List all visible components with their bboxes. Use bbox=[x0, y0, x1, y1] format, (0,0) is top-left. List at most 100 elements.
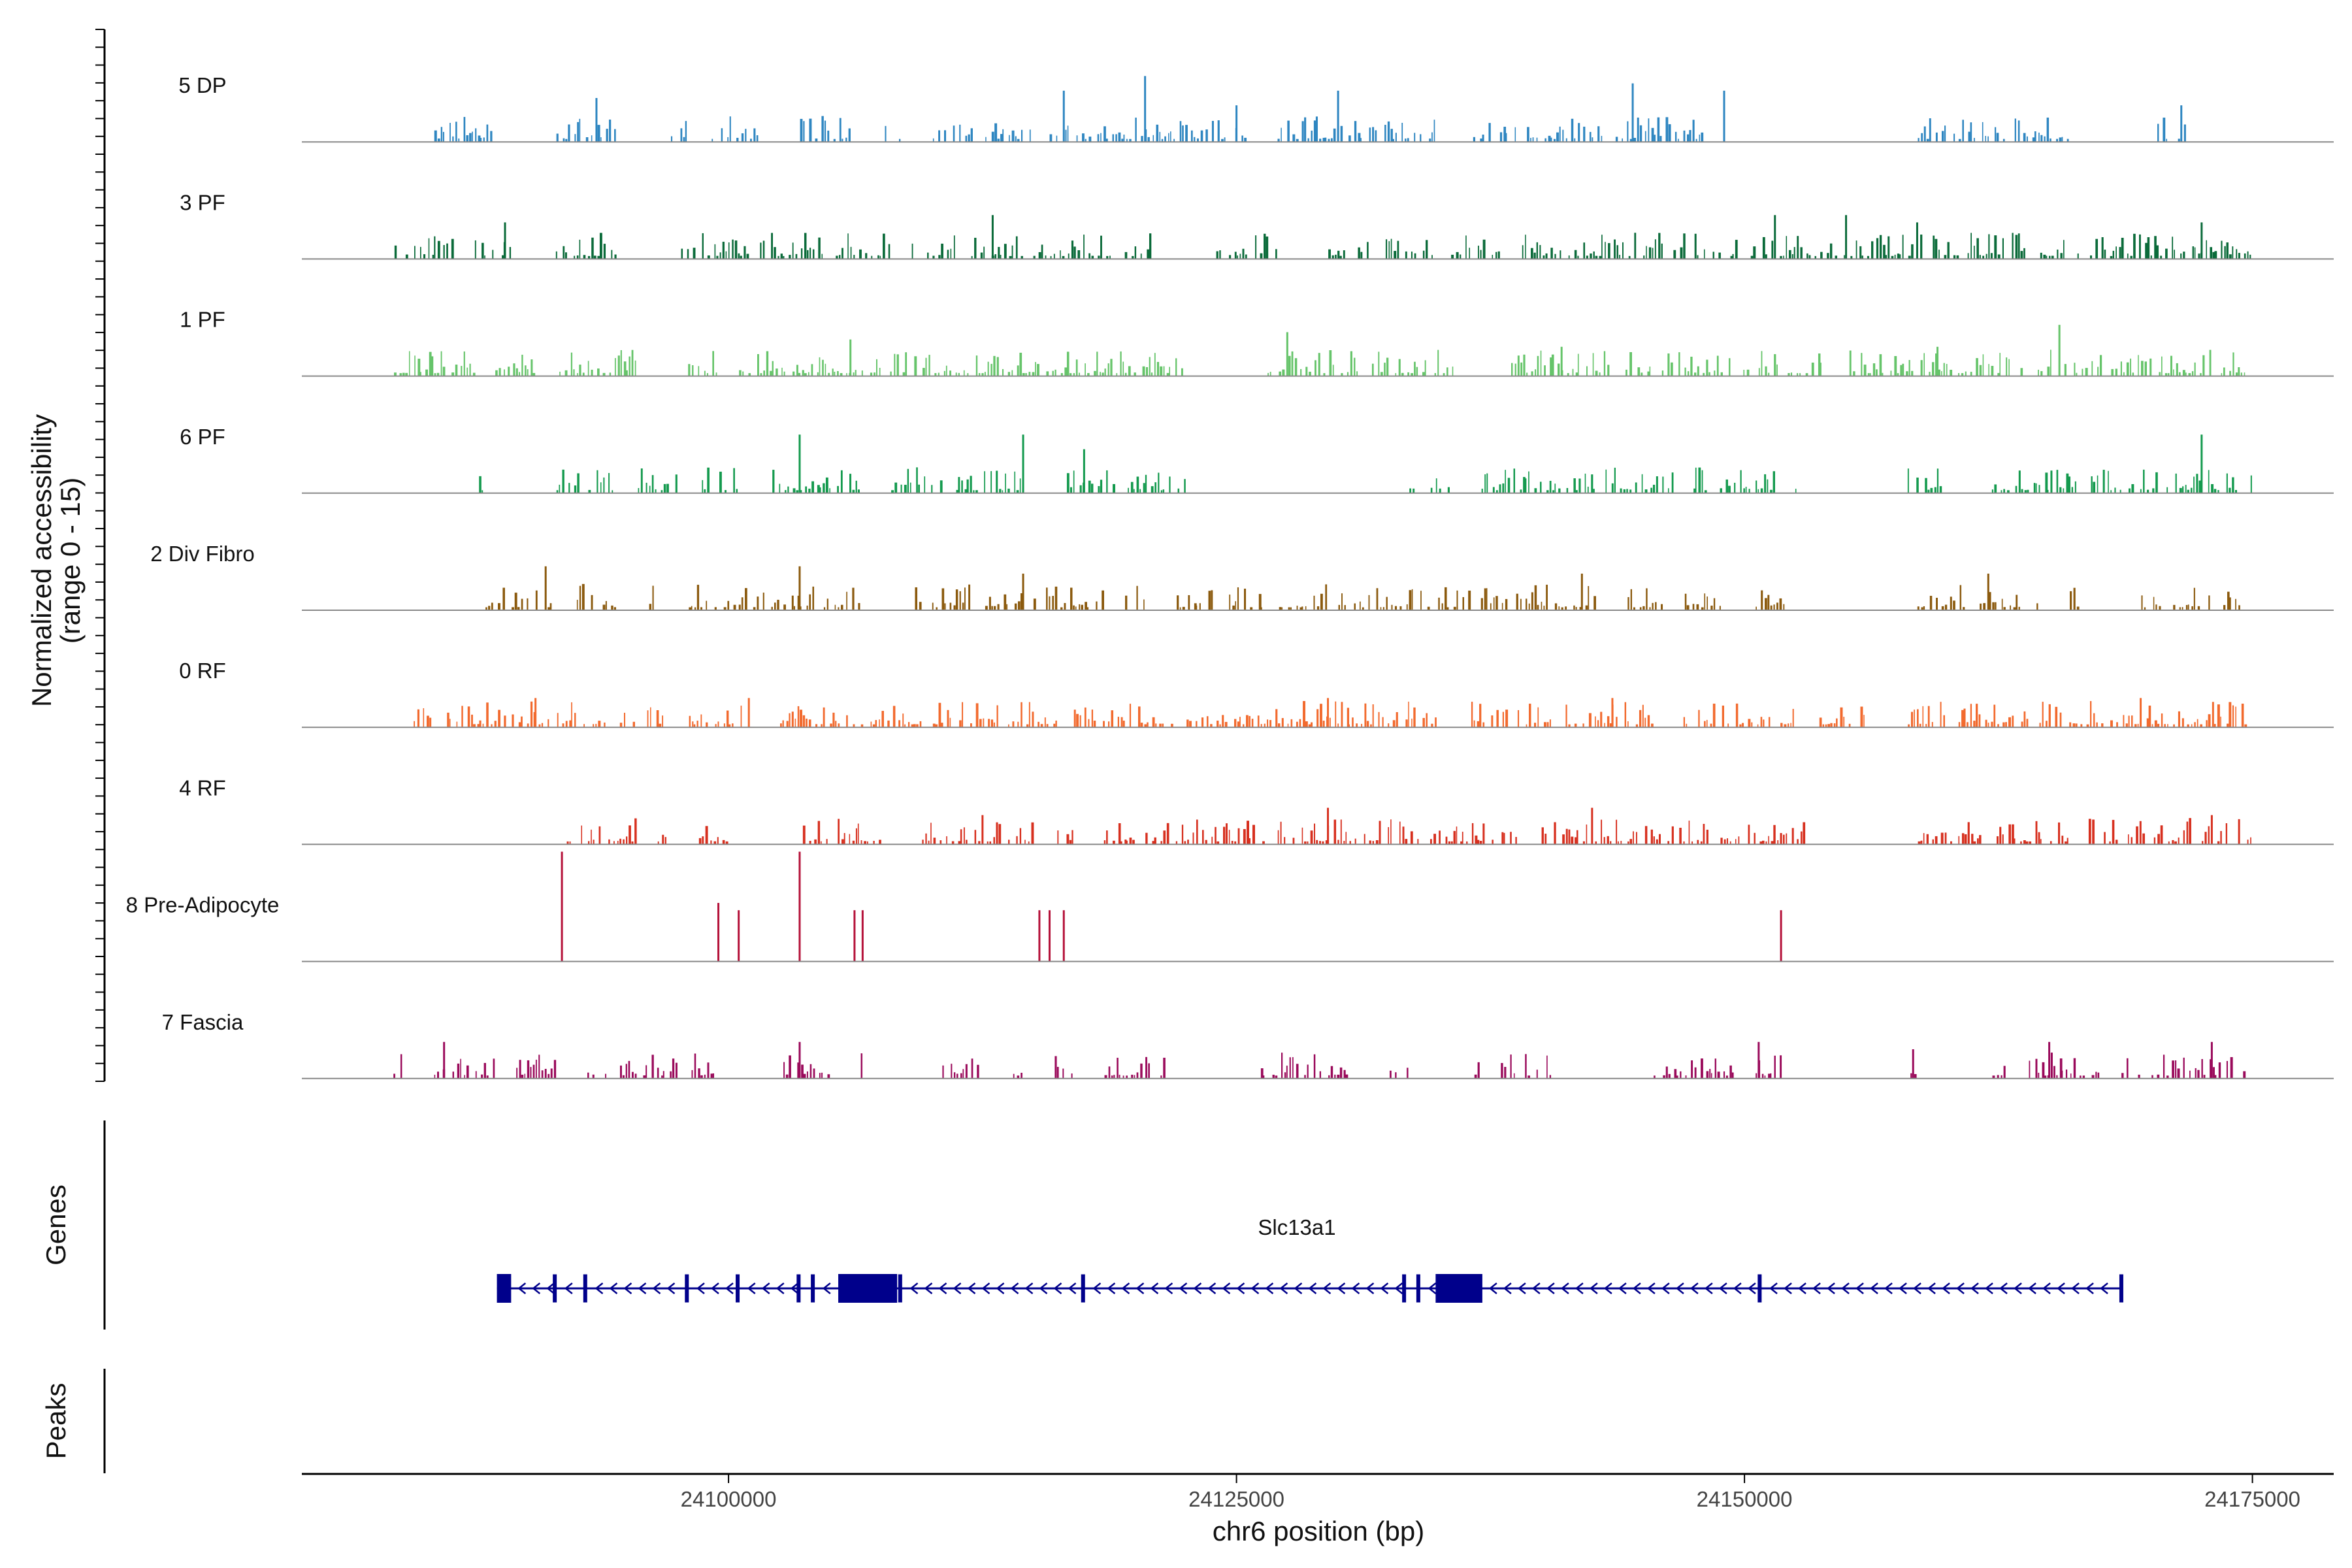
coverage-bar bbox=[2173, 369, 2174, 376]
coverage-bar bbox=[2151, 724, 2153, 728]
strand-arrow bbox=[725, 1282, 734, 1294]
coverage-bar bbox=[2010, 605, 2012, 610]
coverage-bar bbox=[1607, 836, 1609, 845]
coverage-bar bbox=[1290, 719, 1293, 728]
coverage-bar bbox=[698, 1068, 700, 1079]
coverage-bar bbox=[495, 370, 498, 376]
coverage-bar bbox=[672, 1058, 675, 1079]
coverage-bar bbox=[1017, 1075, 1020, 1079]
coverage-bar bbox=[632, 721, 635, 728]
coverage-bar bbox=[452, 136, 454, 142]
coverage-bar bbox=[1269, 720, 1272, 728]
coverage-bar bbox=[1679, 828, 1682, 845]
coverage-bar bbox=[1053, 253, 1055, 259]
coverage-bar bbox=[447, 712, 449, 728]
coverage-bar bbox=[1109, 255, 1111, 259]
coverage-bar bbox=[472, 372, 476, 376]
coverage-bar bbox=[2147, 489, 2149, 493]
coverage-bar bbox=[1175, 841, 1178, 845]
coverage-bar bbox=[1158, 472, 1160, 493]
coverage-bar bbox=[1284, 837, 1286, 845]
coverage-bar bbox=[1513, 468, 1516, 493]
coverage-bar bbox=[1592, 353, 1594, 376]
coverage-bar bbox=[1021, 255, 1023, 259]
coverage-bar bbox=[1055, 720, 1057, 728]
coverage-bar bbox=[1988, 364, 1989, 376]
strand-arrow bbox=[1632, 1282, 1641, 1294]
coverage-bar bbox=[838, 819, 840, 845]
coverage-bar bbox=[792, 488, 796, 493]
coverage-bar bbox=[2174, 250, 2175, 259]
strand-arrow bbox=[1053, 1282, 1062, 1294]
coverage-bar bbox=[1392, 720, 1396, 728]
coverage-bar bbox=[1863, 365, 1867, 376]
coverage-bar bbox=[2082, 368, 2083, 376]
coverage-bar bbox=[811, 364, 813, 376]
coverage-bar bbox=[2061, 836, 2064, 845]
coverage-bar bbox=[1726, 838, 1728, 845]
coverage-bar bbox=[1392, 139, 1394, 142]
coverage-bar bbox=[565, 139, 568, 142]
coverage-bar bbox=[1305, 367, 1308, 376]
coverage-bar bbox=[725, 490, 727, 493]
coverage-bar bbox=[1938, 369, 1940, 376]
coverage-bar bbox=[1587, 486, 1589, 493]
coverage-bar bbox=[1704, 721, 1706, 728]
coverage-bar bbox=[1330, 1066, 1333, 1079]
coverage-peak bbox=[1611, 698, 1614, 728]
coverage-bar bbox=[1384, 125, 1386, 142]
coverage-bar bbox=[1559, 126, 1561, 142]
coverage-bar bbox=[423, 254, 426, 259]
coverage-bar bbox=[479, 720, 482, 728]
coverage-bar bbox=[592, 1074, 595, 1079]
coverage-bar bbox=[1935, 353, 1938, 376]
coverage-bar bbox=[1902, 235, 1904, 259]
coverage-bar bbox=[1328, 1075, 1330, 1079]
coverage-bar bbox=[1610, 841, 1612, 845]
coverage-bar bbox=[1589, 131, 1592, 142]
coverage-bar bbox=[710, 840, 712, 845]
coverage-bar bbox=[1085, 139, 1086, 142]
coverage-bar bbox=[994, 254, 996, 259]
coverage-bar bbox=[1145, 832, 1148, 845]
coverage-bar bbox=[1070, 487, 1072, 493]
coverage-peak bbox=[1580, 574, 1583, 610]
coverage-bar bbox=[1967, 722, 1968, 728]
coverage-bar bbox=[916, 724, 919, 728]
coverage-peak bbox=[1591, 808, 1593, 845]
coverage-bar bbox=[846, 715, 848, 728]
coverage-bar bbox=[1163, 366, 1165, 376]
coverage-bar bbox=[1354, 603, 1356, 610]
coverage-bar bbox=[1391, 604, 1393, 610]
coverage-bar bbox=[881, 711, 884, 728]
coverage-bar bbox=[1619, 255, 1621, 259]
coverage-bar bbox=[479, 476, 482, 493]
coverage-bar bbox=[2116, 722, 2118, 728]
coverage-bar bbox=[2066, 139, 2069, 142]
coverage-bar bbox=[1334, 1074, 1336, 1079]
coverage-bar bbox=[1765, 366, 1767, 376]
coverage-bar bbox=[852, 489, 855, 493]
strand-arrow bbox=[1024, 1282, 1034, 1294]
coverage-bar bbox=[1046, 587, 1048, 610]
coverage-bar bbox=[1935, 238, 1938, 259]
coverage-peak bbox=[2200, 222, 2203, 259]
coverage-bar bbox=[1046, 724, 1049, 728]
coverage-bar bbox=[1380, 372, 1383, 376]
coverage-bar bbox=[1354, 357, 1356, 376]
coverage-bar bbox=[1946, 364, 1948, 376]
strand-arrow bbox=[747, 1282, 756, 1294]
coverage-bar bbox=[1684, 593, 1687, 610]
coverage-bar bbox=[1921, 133, 1923, 142]
coverage-bar bbox=[1367, 242, 1369, 259]
coverage-bar bbox=[1525, 235, 1526, 259]
coverage-bar bbox=[1902, 363, 1904, 376]
coverage-bar bbox=[1197, 138, 1199, 142]
coverage-bar bbox=[1438, 597, 1440, 610]
coverage-bar bbox=[1746, 369, 1750, 376]
coverage-bar bbox=[1820, 363, 1821, 376]
coverage-bar bbox=[879, 367, 881, 376]
coverage-bar bbox=[2003, 607, 2006, 610]
coverage-bar bbox=[1316, 709, 1319, 728]
coverage-bar bbox=[1482, 135, 1484, 142]
